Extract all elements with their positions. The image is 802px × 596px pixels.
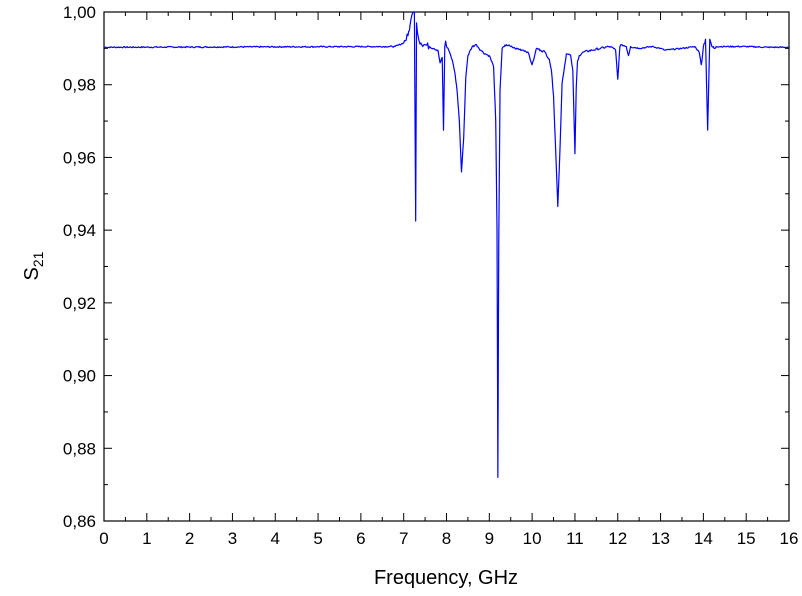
y-tick-labels: 0,86 0,88 0,90 0,92 0,94 0,96 0,98 1,00 (63, 3, 96, 531)
axis-ticks (104, 12, 789, 521)
y-tick-label: 0,90 (63, 367, 96, 386)
x-tick-label: 4 (271, 529, 280, 548)
x-tick-label: 15 (737, 529, 756, 548)
y-tick-label: 0,96 (63, 148, 96, 167)
y-tick-label: 1,00 (63, 3, 96, 22)
x-tick-label: 2 (185, 529, 194, 548)
s21-series-line (104, 12, 789, 477)
y-axis-title-main: S (21, 267, 43, 280)
x-tick-label: 0 (99, 529, 108, 548)
x-tick-label: 6 (356, 529, 365, 548)
x-tick-label: 13 (651, 529, 670, 548)
y-axis-title: S21 (21, 251, 46, 280)
x-tick-label: 3 (228, 529, 237, 548)
x-tick-label: 9 (485, 529, 494, 548)
y-tick-label: 0,88 (63, 439, 96, 458)
y-tick-label: 0,86 (63, 512, 96, 531)
y-tick-label: 0,98 (63, 76, 96, 95)
x-tick-label: 16 (780, 529, 799, 548)
plot-frame (104, 12, 789, 521)
y-axis-title-subscript: 21 (30, 251, 46, 267)
y-tick-label: 0,92 (63, 294, 96, 313)
x-tick-label: 11 (566, 529, 584, 548)
x-tick-label: 1 (142, 529, 151, 548)
x-tick-label: 5 (313, 529, 322, 548)
x-tick-labels: 0 1 2 3 4 5 6 7 8 9 10 11 12 13 14 15 16 (99, 529, 798, 548)
x-axis-title: Frequency, GHz (374, 567, 518, 589)
x-tick-label: 8 (442, 529, 451, 548)
y-tick-label: 0,94 (63, 221, 96, 240)
x-tick-label: 7 (399, 529, 408, 548)
x-tick-label: 12 (608, 529, 627, 548)
x-tick-label: 10 (523, 529, 542, 548)
x-tick-label: 14 (694, 529, 713, 548)
